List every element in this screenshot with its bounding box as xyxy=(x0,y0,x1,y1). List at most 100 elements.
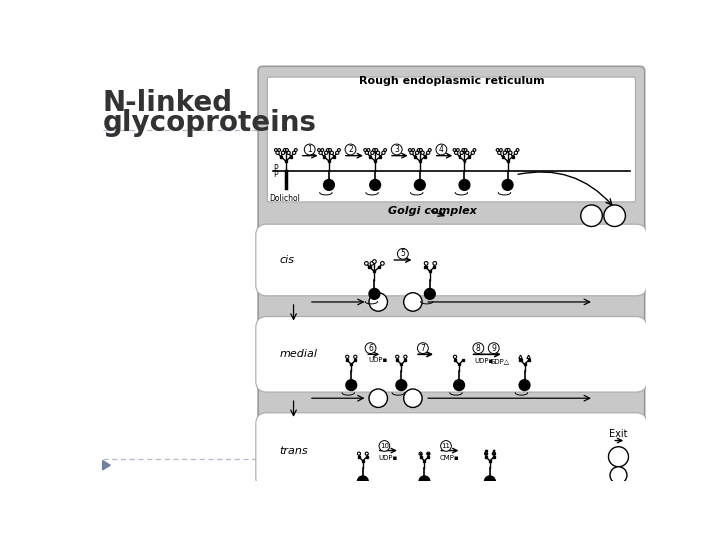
Text: UDP▪: UDP▪ xyxy=(378,455,397,461)
Bar xyxy=(290,156,292,158)
Circle shape xyxy=(456,148,459,151)
Bar xyxy=(423,460,426,462)
Text: cis: cis xyxy=(279,255,294,265)
Circle shape xyxy=(325,151,328,154)
Circle shape xyxy=(473,148,476,151)
Circle shape xyxy=(485,452,487,455)
Circle shape xyxy=(463,149,466,152)
Text: 5: 5 xyxy=(400,249,405,258)
Circle shape xyxy=(454,380,464,390)
Circle shape xyxy=(346,355,349,359)
Circle shape xyxy=(610,467,627,484)
Text: 4: 4 xyxy=(439,145,444,154)
Bar xyxy=(502,156,503,158)
Circle shape xyxy=(519,380,530,390)
Bar xyxy=(323,156,325,158)
FancyBboxPatch shape xyxy=(267,77,636,202)
Text: medial: medial xyxy=(279,349,318,359)
Text: trans: trans xyxy=(279,446,308,456)
Circle shape xyxy=(292,151,296,154)
Circle shape xyxy=(375,148,378,151)
Bar xyxy=(485,456,487,458)
Circle shape xyxy=(384,148,387,151)
Bar xyxy=(414,156,416,158)
Bar xyxy=(354,359,356,361)
Bar xyxy=(433,266,435,268)
Bar xyxy=(428,271,431,273)
Text: UDP▪: UDP▪ xyxy=(474,358,494,365)
Circle shape xyxy=(357,476,368,487)
Circle shape xyxy=(454,355,456,359)
Bar xyxy=(489,460,491,462)
Bar xyxy=(373,271,375,273)
Bar xyxy=(464,160,465,162)
FancyBboxPatch shape xyxy=(256,413,647,488)
Circle shape xyxy=(286,148,289,151)
Bar xyxy=(333,156,335,158)
Text: 10: 10 xyxy=(380,443,389,449)
Circle shape xyxy=(338,148,341,151)
Circle shape xyxy=(433,261,436,265)
Circle shape xyxy=(471,151,474,154)
Text: 9: 9 xyxy=(491,343,496,353)
Text: Rough endoplasmic reticulum: Rough endoplasmic reticulum xyxy=(359,76,544,85)
Bar xyxy=(492,456,495,458)
Circle shape xyxy=(365,151,369,154)
Circle shape xyxy=(357,452,361,455)
Circle shape xyxy=(505,148,508,151)
Circle shape xyxy=(283,148,286,151)
Bar xyxy=(462,359,464,361)
Bar xyxy=(362,460,364,462)
Circle shape xyxy=(369,389,387,408)
Circle shape xyxy=(498,151,501,154)
Bar xyxy=(507,160,508,162)
Text: Dolichol: Dolichol xyxy=(269,194,300,203)
Circle shape xyxy=(492,452,495,455)
Circle shape xyxy=(330,151,333,154)
Circle shape xyxy=(372,260,377,264)
Circle shape xyxy=(462,148,465,151)
Bar xyxy=(512,156,513,158)
Text: GDP△: GDP△ xyxy=(490,358,510,365)
Text: 1: 1 xyxy=(307,145,312,154)
Circle shape xyxy=(276,151,279,154)
Bar xyxy=(405,359,406,361)
Text: 6: 6 xyxy=(368,343,373,353)
Text: 11: 11 xyxy=(441,443,451,449)
Circle shape xyxy=(326,148,329,151)
Text: Exit: Exit xyxy=(609,429,628,439)
Circle shape xyxy=(419,452,422,455)
Circle shape xyxy=(294,148,297,151)
Circle shape xyxy=(282,151,284,154)
Bar xyxy=(528,359,530,361)
Bar xyxy=(420,456,421,458)
Text: glycoproteins: glycoproteins xyxy=(102,110,317,138)
Circle shape xyxy=(370,179,381,190)
Bar xyxy=(428,456,429,458)
Bar xyxy=(428,453,429,455)
Circle shape xyxy=(318,148,320,151)
Text: 7: 7 xyxy=(420,343,426,353)
Circle shape xyxy=(460,151,464,154)
Bar xyxy=(328,160,330,162)
Circle shape xyxy=(323,179,334,190)
Circle shape xyxy=(367,148,370,151)
Circle shape xyxy=(369,293,387,311)
Circle shape xyxy=(396,380,407,390)
Circle shape xyxy=(419,476,430,487)
Circle shape xyxy=(459,179,470,190)
Circle shape xyxy=(404,355,407,359)
Text: P: P xyxy=(274,164,278,173)
Circle shape xyxy=(428,148,431,151)
Circle shape xyxy=(328,149,330,152)
Bar xyxy=(396,359,398,361)
Circle shape xyxy=(404,293,422,311)
Bar xyxy=(520,359,521,361)
Circle shape xyxy=(278,148,281,151)
Circle shape xyxy=(418,148,420,151)
Bar xyxy=(374,160,376,162)
Bar xyxy=(523,363,526,366)
Bar xyxy=(346,359,348,361)
Bar xyxy=(425,266,426,268)
Circle shape xyxy=(503,179,513,190)
